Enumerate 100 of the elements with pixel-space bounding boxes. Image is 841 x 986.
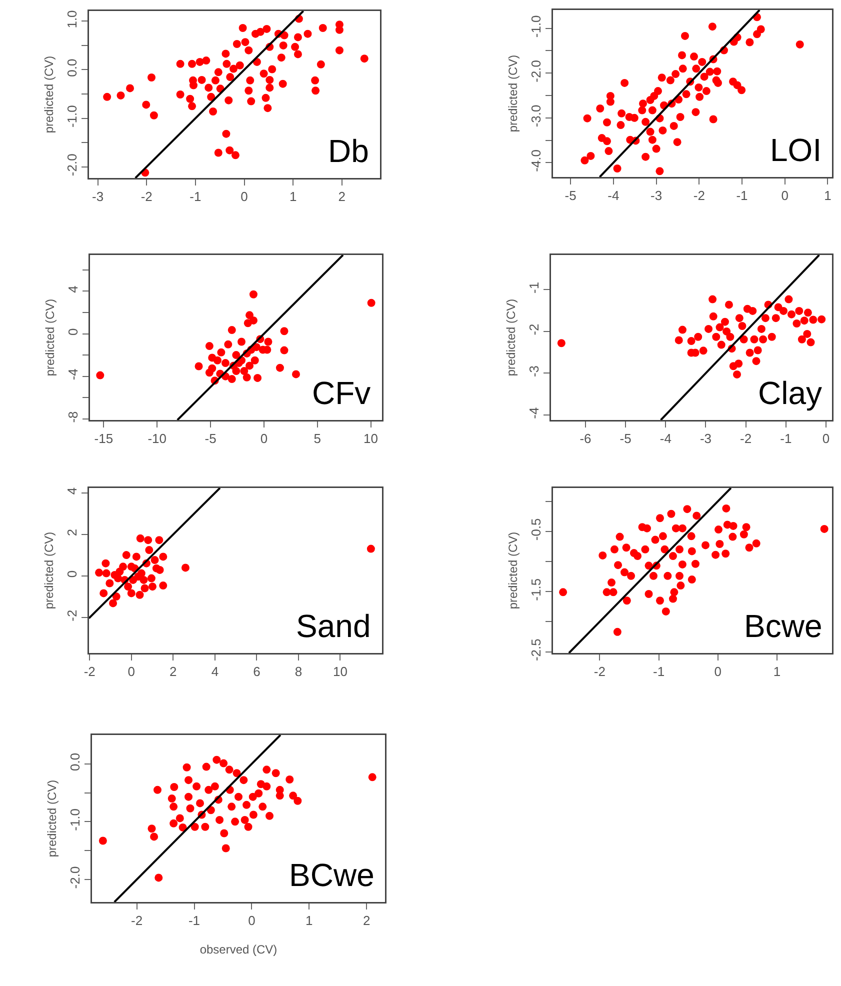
point [114, 574, 122, 582]
point [222, 844, 230, 852]
y-tick-label: -2.0 [528, 60, 544, 82]
point [124, 582, 132, 591]
y-tick-label: -1 [526, 282, 542, 294]
x-tick-label: 10 [332, 664, 348, 680]
point [217, 348, 226, 356]
point [754, 346, 762, 354]
point [692, 512, 701, 520]
point [186, 804, 194, 812]
point [127, 562, 136, 571]
y-tick-label: 0.0 [64, 58, 80, 77]
y-tick-label: -2.0 [67, 866, 82, 889]
point [224, 340, 232, 348]
point [127, 589, 136, 598]
point [759, 335, 768, 344]
x-tick-label: -6 [580, 431, 592, 446]
point [154, 874, 163, 882]
point [280, 327, 288, 336]
point [280, 346, 288, 354]
point [658, 532, 667, 540]
x-tick-label: -1 [190, 189, 202, 204]
y-tick-label: -1.0 [64, 105, 80, 128]
point [746, 348, 754, 357]
point [109, 599, 118, 608]
point [660, 545, 669, 554]
point [726, 332, 734, 341]
y-axis-title: predicted (CV) [42, 532, 56, 610]
point [159, 552, 168, 561]
point [144, 536, 152, 544]
point [752, 539, 760, 548]
point [246, 362, 254, 370]
point [622, 544, 630, 552]
point [720, 318, 729, 326]
point [294, 796, 302, 805]
point [221, 359, 230, 368]
point [210, 782, 219, 790]
y-tick-label: -4 [65, 368, 80, 380]
point [761, 314, 770, 322]
y-tick-label: -4 [526, 407, 542, 419]
point [262, 766, 271, 774]
point [716, 540, 724, 548]
x-tick-label: -1 [653, 664, 665, 680]
point [240, 776, 248, 784]
point [196, 799, 204, 808]
point [716, 323, 724, 332]
point [184, 776, 193, 784]
point [614, 561, 622, 570]
point [642, 524, 651, 532]
text: Sand [296, 608, 371, 644]
y-tick-label: 4 [64, 487, 80, 495]
text: CFv [312, 375, 371, 411]
point [216, 816, 224, 824]
point [140, 576, 148, 584]
y-axis-title: predicted (CV) [44, 780, 59, 858]
point [232, 367, 240, 376]
point [272, 769, 280, 778]
x-tick-label: -4 [608, 188, 620, 204]
point [752, 357, 760, 366]
point [818, 315, 826, 324]
point [170, 783, 178, 792]
point [181, 564, 190, 572]
y-tick-label: -4.0 [528, 150, 544, 172]
x-tick-label: -2 [693, 188, 705, 204]
point [254, 374, 262, 382]
point [148, 582, 156, 591]
point [722, 504, 730, 512]
y-tick-label: -1.0 [528, 15, 544, 38]
point [649, 572, 658, 580]
point [714, 526, 723, 534]
point [734, 360, 743, 368]
point [683, 505, 692, 514]
x-tick-label: 0 [714, 664, 722, 680]
x-tick-label: 2 [170, 664, 177, 680]
point [745, 544, 754, 552]
x-tick-label: 10 [364, 431, 378, 446]
point [676, 572, 684, 580]
point [622, 596, 631, 605]
point [712, 332, 720, 341]
point [644, 562, 653, 570]
x-tick-label: -3 [92, 189, 104, 204]
x-tick-label: 2 [338, 189, 346, 204]
point [244, 822, 252, 831]
point [276, 792, 284, 800]
point [140, 584, 149, 592]
point [246, 311, 254, 320]
point [688, 576, 696, 584]
point [192, 782, 201, 790]
point [750, 335, 758, 344]
point [772, 314, 780, 322]
y-tick-label: -1.5 [528, 578, 544, 601]
point [145, 546, 154, 554]
point [667, 510, 676, 518]
point [687, 532, 696, 540]
point [100, 589, 108, 598]
point [641, 545, 650, 554]
point [803, 330, 812, 338]
y-tick-label: -0.5 [528, 518, 544, 541]
point [722, 327, 731, 336]
point [662, 607, 670, 616]
